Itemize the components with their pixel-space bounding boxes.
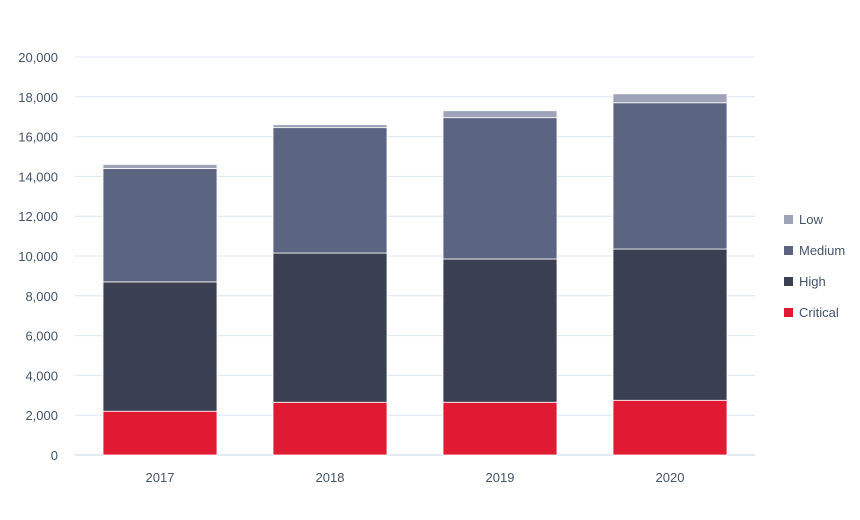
legend-label-medium: Medium: [799, 243, 845, 258]
bar-segment-medium-2017: [102, 168, 218, 283]
x-tick-label: 2019: [486, 470, 515, 485]
legend-swatch-critical: [784, 308, 793, 317]
bar-segment-medium-2018: [272, 127, 388, 254]
y-tick-label: 6,000: [25, 329, 58, 344]
bar-segment-medium-2020: [612, 102, 728, 250]
y-tick-label: 10,000: [18, 249, 58, 264]
y-tick-label: 16,000: [18, 130, 58, 145]
bar-segment-critical-2020: [612, 399, 728, 456]
y-axis-ticks: 0 2,000 4,000 6,000 8,000 10,000 12,000 14,000 1…: [18, 50, 58, 463]
bar-segment-critical-2019: [442, 401, 558, 456]
legend-label-low: Low: [799, 212, 823, 227]
x-axis-ticks: 2017 2018 2019 2020: [146, 470, 685, 485]
x-tick-label: 2017: [146, 470, 175, 485]
legend-swatch-low: [784, 215, 793, 224]
x-tick-label: 2020: [656, 470, 685, 485]
bar-segment-low-2020: [612, 93, 728, 104]
legend-swatch-medium: [784, 246, 793, 255]
bars: [102, 93, 728, 456]
bar-segment-high-2019: [442, 258, 558, 403]
y-tick-label: 12,000: [18, 209, 58, 224]
legend-label-critical: Critical: [799, 305, 839, 320]
y-tick-label: 4,000: [25, 368, 58, 383]
legend: Low Medium High Critical: [784, 212, 845, 320]
y-tick-label: 8,000: [25, 289, 58, 304]
bar-segment-low-2019: [442, 110, 558, 119]
bar-segment-medium-2019: [442, 117, 558, 260]
bar-segment-high-2020: [612, 248, 728, 401]
bar-segment-critical-2018: [272, 401, 388, 456]
y-tick-label: 18,000: [18, 90, 58, 105]
x-tick-label: 2018: [316, 470, 345, 485]
y-tick-label: 2,000: [25, 408, 58, 423]
legend-swatch-high: [784, 277, 793, 286]
bar-segment-high-2018: [272, 252, 388, 403]
y-tick-label: 20,000: [18, 50, 58, 65]
legend-label-high: High: [799, 274, 826, 289]
y-tick-label: 0: [51, 448, 58, 463]
y-tick-label: 14,000: [18, 169, 58, 184]
bar-segment-critical-2017: [102, 410, 218, 456]
bar-segment-low-2017: [102, 164, 218, 169]
bar-segment-high-2017: [102, 281, 218, 412]
bar-segment-low-2018: [272, 124, 388, 129]
